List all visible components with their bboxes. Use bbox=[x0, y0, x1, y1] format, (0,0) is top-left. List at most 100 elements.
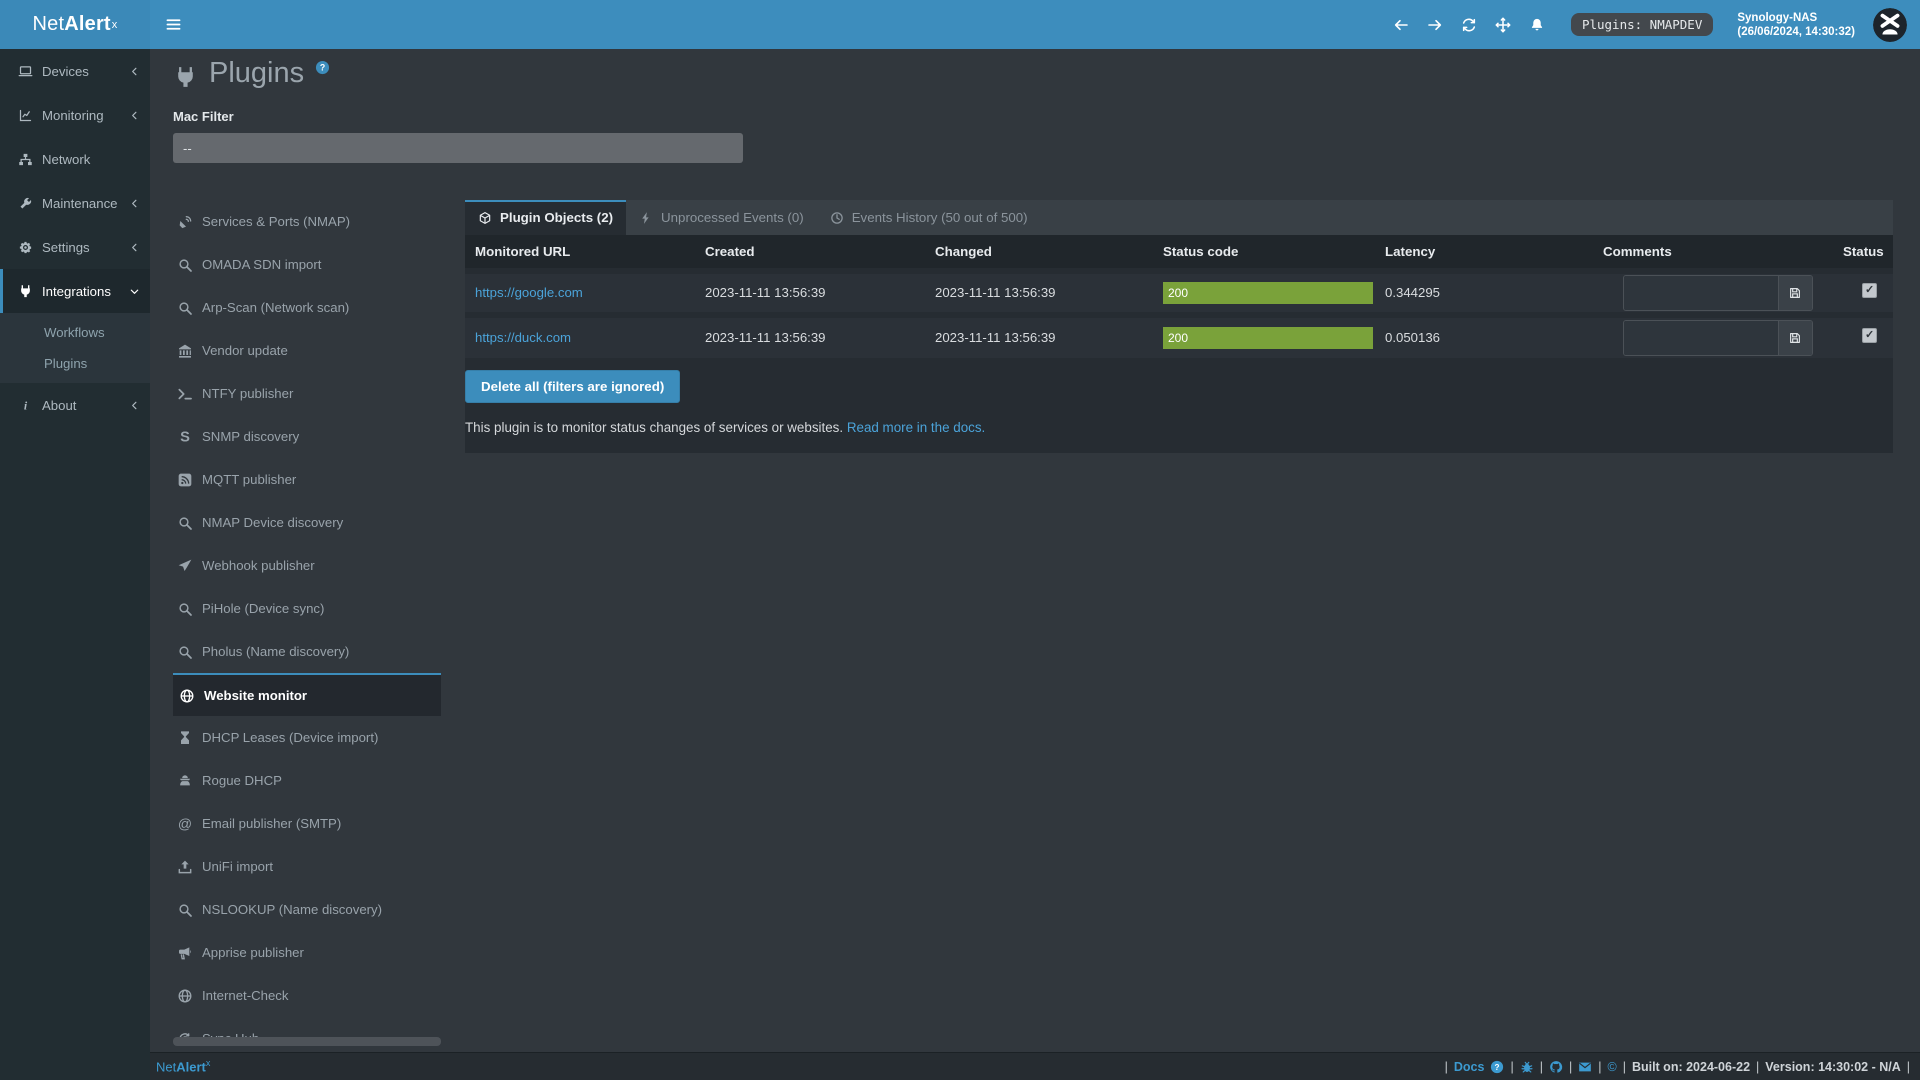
plugin-nav-item-label: Apprise publisher bbox=[202, 945, 304, 960]
plugin-nav-item[interactable]: Pholus (Name discovery) bbox=[173, 630, 441, 673]
sidebar-item-about[interactable]: About bbox=[0, 383, 150, 427]
logo-bold: Alert bbox=[64, 13, 111, 35]
plugin-nav-item[interactable]: Website monitor bbox=[173, 673, 441, 716]
sidebar-item-label: Settings bbox=[42, 239, 90, 255]
app-logo[interactable]: Net Alert x bbox=[0, 0, 150, 49]
tab-label: Plugin Objects (2) bbox=[500, 210, 614, 225]
plugin-nav-list: Services & Ports (NMAP) OMADA SDN import… bbox=[173, 200, 441, 1052]
sidebar-item[interactable]: Integrations bbox=[0, 269, 150, 313]
footer-brand[interactable]: NetAlertx bbox=[156, 1058, 211, 1075]
copyright-icon[interactable]: © bbox=[1607, 1059, 1617, 1074]
monitored-url-link[interactable]: https://google.com bbox=[475, 285, 583, 300]
search-icon bbox=[177, 515, 193, 531]
docs-link[interactable]: Docs bbox=[1453, 1059, 1485, 1074]
plugin-nav-item[interactable]: Services & Ports (NMAP) bbox=[173, 200, 441, 243]
host-info: Synology-NAS (26/06/2024, 14:30:32) bbox=[1737, 11, 1855, 39]
move-resize-icon[interactable] bbox=[1495, 17, 1511, 33]
version-text: Version: 14:30:02 - N/A bbox=[1765, 1059, 1901, 1074]
plugin-nav-item[interactable]: NSLOOKUP (Name discovery) bbox=[173, 888, 441, 931]
monitored-url-link[interactable]: https://duck.com bbox=[475, 330, 572, 345]
sidebar-item[interactable]: Devices bbox=[0, 49, 150, 93]
mac-filter-input[interactable] bbox=[173, 133, 743, 163]
status-code-bar: 200 bbox=[1163, 327, 1373, 349]
sidebar-item[interactable]: Network bbox=[0, 137, 150, 181]
wrench-icon bbox=[18, 196, 33, 211]
question-icon[interactable] bbox=[1490, 1060, 1504, 1074]
logo-sup: x bbox=[111, 18, 118, 31]
plugin-description: This plugin is to monitor status changes… bbox=[465, 420, 1893, 435]
save-comment-button[interactable] bbox=[1777, 321, 1812, 355]
plug-icon bbox=[173, 65, 198, 90]
chevron-left-icon bbox=[129, 110, 140, 121]
delete-all-button[interactable]: Delete all (filters are ignored) bbox=[465, 370, 681, 403]
plugin-nav-item[interactable]: NMAP Device discovery bbox=[173, 501, 441, 544]
changed-value: 2023-11-11 13:56:39 bbox=[935, 285, 1056, 300]
sidebar-item[interactable]: Settings bbox=[0, 225, 150, 269]
save-comment-button[interactable] bbox=[1777, 276, 1812, 310]
sidebar: Devices Monitoring Network Maintenance S… bbox=[0, 49, 150, 1080]
separator: | bbox=[1568, 1059, 1573, 1074]
forward-arrow-icon[interactable] bbox=[1427, 17, 1443, 33]
sidebar-toggle-button[interactable] bbox=[150, 0, 196, 49]
comment-input[interactable] bbox=[1623, 321, 1778, 355]
plugin-nav-item[interactable]: MQTT publisher bbox=[173, 458, 441, 501]
mac-filter-label: Mac Filter bbox=[173, 109, 234, 124]
comment-input[interactable] bbox=[1623, 276, 1778, 310]
plugin-nav-item-label: MQTT publisher bbox=[202, 472, 297, 487]
plugin-nav-item[interactable]: Vendor update bbox=[173, 329, 441, 372]
column-changed: Changed bbox=[925, 235, 1153, 271]
running-plugin-badge[interactable]: Plugins: NMAPDEV bbox=[1570, 13, 1714, 36]
rss-icon bbox=[177, 472, 193, 488]
column-monitored-url: Monitored URL bbox=[465, 235, 695, 271]
sidebar-item[interactable]: Monitoring bbox=[0, 93, 150, 137]
plugin-nav-item-label: UniFi import bbox=[202, 859, 274, 874]
help-question-icon[interactable] bbox=[315, 60, 330, 75]
plugin-nav-item[interactable]: Webhook publisher bbox=[173, 544, 441, 587]
s-letter-icon bbox=[177, 429, 193, 445]
plugin-nav-item-label: NTFY publisher bbox=[202, 386, 294, 401]
globe-icon bbox=[179, 688, 195, 704]
plugin-nav-item[interactable]: Apprise publisher bbox=[173, 931, 441, 974]
plugin-nav-item[interactable]: OMADA SDN import bbox=[173, 243, 441, 286]
submenu-item[interactable]: Plugins bbox=[0, 348, 150, 379]
comment-group bbox=[1622, 320, 1813, 356]
plugin-detail-panel: Plugin Objects (2) Unprocessed Events (0… bbox=[465, 200, 1893, 453]
plugin-nav-item[interactable]: Email publisher (SMTP) bbox=[173, 802, 441, 845]
tab-unprocessed-events[interactable]: Unprocessed Events (0) bbox=[626, 200, 817, 235]
plugin-nav-item[interactable]: NTFY publisher bbox=[173, 372, 441, 415]
plugin-nav-item[interactable]: Rogue DHCP bbox=[173, 759, 441, 802]
plugin-nav-item-label: NSLOOKUP (Name discovery) bbox=[202, 902, 383, 917]
chevron-down-icon bbox=[129, 286, 140, 297]
bell-icon[interactable] bbox=[1529, 17, 1545, 33]
column-status-code: Status code bbox=[1153, 235, 1375, 271]
sidebar-item-label: Integrations bbox=[42, 283, 111, 299]
plugin-list-scrollbar[interactable] bbox=[173, 1037, 441, 1046]
separator: | bbox=[1444, 1059, 1448, 1074]
bug-report-icon[interactable] bbox=[1520, 1060, 1534, 1074]
plugin-nav-item[interactable]: Internet-Check bbox=[173, 974, 441, 1017]
plugin-nav-item[interactable]: DHCP Leases (Device import) bbox=[173, 716, 441, 759]
plugin-objects-table: Monitored URL Created Changed Status cod… bbox=[465, 235, 1893, 358]
plugin-nav-item[interactable]: Sync Hub bbox=[173, 1017, 441, 1052]
status-checkbox[interactable] bbox=[1862, 283, 1877, 298]
chevron-left-icon bbox=[129, 400, 140, 411]
status-checkbox[interactable] bbox=[1862, 328, 1877, 343]
read-more-docs-link[interactable]: Read more in the docs. bbox=[846, 420, 986, 435]
changed-value: 2023-11-11 13:56:39 bbox=[935, 330, 1056, 345]
envelope-icon[interactable] bbox=[1578, 1060, 1592, 1074]
back-arrow-icon[interactable] bbox=[1393, 17, 1409, 33]
github-icon[interactable] bbox=[1549, 1060, 1563, 1074]
plugin-nav-item[interactable]: UniFi import bbox=[173, 845, 441, 888]
submenu-item[interactable]: Workflows bbox=[0, 317, 150, 348]
sidebar-item[interactable]: Maintenance bbox=[0, 181, 150, 225]
tab-plugin-objects[interactable]: Plugin Objects (2) bbox=[465, 200, 627, 235]
plugin-nav-item[interactable]: SNMP discovery bbox=[173, 415, 441, 458]
plugin-nav-item[interactable]: Arp-Scan (Network scan) bbox=[173, 286, 441, 329]
plugin-nav-item[interactable]: PiHole (Device sync) bbox=[173, 587, 441, 630]
search-icon bbox=[177, 300, 193, 316]
tab-events-history[interactable]: Events History (50 out of 500) bbox=[817, 200, 1041, 235]
plugin-objects-panel: Monitored URL Created Changed Status cod… bbox=[465, 235, 1893, 453]
refresh-icon[interactable] bbox=[1461, 17, 1477, 33]
separator: | bbox=[1622, 1059, 1626, 1074]
avatar[interactable] bbox=[1873, 7, 1907, 42]
